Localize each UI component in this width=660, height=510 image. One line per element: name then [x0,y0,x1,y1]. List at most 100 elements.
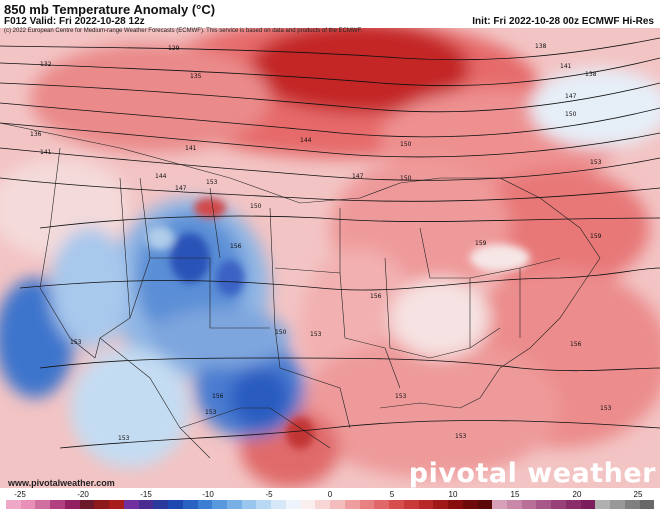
contour-label: 138 [585,71,597,78]
valid-time: F012 Valid: Fri 2022-10-28 12z [4,16,145,27]
colorbar-tick: 5 [389,490,395,499]
colorbar-swatch [182,500,198,509]
contour-label: 153 [70,339,82,346]
colorbar-tick: -25 [14,490,26,499]
contour-label: 136 [30,131,42,138]
contour-label: 156 [230,243,242,250]
contour-label: 150 [565,111,577,118]
init-time: Init: Fri 2022-10-28 00z ECMWF Hi-Res [472,16,654,27]
contour-label: 159 [475,240,487,247]
colorbar-swatch [109,500,124,509]
contour-label: 153 [395,393,407,400]
anomaly-map[interactable]: 129 132 135 136 138 141 144 147 150 153 … [0,28,660,488]
header-bar: 850 mb Temperature Anomaly (°C) F012 Val… [0,0,660,30]
colorbar-swatch [153,500,169,509]
colorbar-swatch [20,500,36,509]
contour-label: 153 [118,435,130,442]
contour-label: 159 [590,233,602,240]
colorbar-swatch [138,500,154,509]
colorbar-tick: 10 [448,490,458,499]
colorbar-swatch [610,500,625,509]
colorbar-tick: 20 [572,490,582,499]
colorbar-swatch [168,500,183,509]
colorbar-swatch [64,500,80,509]
colorbar-swatch [330,500,345,509]
colorbar-swatch [123,500,139,509]
colorbar-swatch [35,500,51,509]
contour-labels: 129 132 135 136 138 141 144 147 150 153 … [30,43,612,442]
contour-label: 147 [565,93,577,100]
contour-label: 138 [535,43,547,50]
colorbar-swatch [227,500,242,509]
colorbar-swatch [285,500,301,509]
colorbar-swatch [639,500,655,509]
colorbar-strip [6,500,655,509]
colorbar-tick: 15 [510,490,520,499]
colorbar-swatch [300,500,316,509]
colorbar-swatch [551,500,566,509]
contour-label: 150 [250,203,262,210]
colorbar-tick: 0 [327,490,333,499]
height-contours [0,37,660,449]
colorbar-swatch [418,500,434,509]
anomaly-fill [0,28,660,488]
contour-label: 144 [155,173,167,180]
colorbar-swatch [50,500,65,509]
colorbar-tick: -15 [140,490,152,499]
colorbar: -25 -20 -15 -10 -5 0 5 10 15 20 25 [0,490,660,510]
colorbar-swatch [624,500,640,509]
contour-label: 153 [600,405,612,412]
colorbar-swatch [521,500,537,509]
colorbar-tick: -5 [265,490,273,499]
contour-label: 153 [310,331,322,338]
map-title: 850 mb Temperature Anomaly (°C) [4,2,216,17]
colorbar-tick: -20 [77,490,89,499]
contour-label: 153 [206,179,218,186]
contour-label: 141 [185,145,197,152]
colorbar-swatch [359,500,375,509]
contour-label: 156 [370,293,382,300]
contour-label: 141 [560,63,572,70]
contour-label: 150 [275,329,287,336]
contour-label: 132 [40,61,52,68]
colorbar-swatch [271,500,286,509]
colorbar-swatch [374,500,390,509]
colorbar-swatch [197,500,213,509]
contour-label: 147 [352,173,364,180]
colorbar-tick: -10 [202,490,214,499]
colorbar-swatch [241,500,257,509]
colorbar-swatch [344,500,360,509]
contour-label: 153 [205,409,217,416]
copyright-notice: (c) 2022 European Centre for Medium-rang… [4,28,363,34]
watermark: pivotal weather [408,458,656,489]
colorbar-tick: 25 [633,490,643,499]
contour-label: 150 [400,141,412,148]
colorbar-swatch [212,500,228,509]
contour-label: 129 [168,45,180,52]
colorbar-swatch [536,500,552,509]
colorbar-swatch [94,500,110,509]
anomaly-detail [146,198,530,449]
colorbar-swatch [462,500,478,509]
colorbar-swatch [580,500,596,509]
colorbar-swatch [448,500,463,509]
colorbar-swatch [256,500,272,509]
contour-label: 144 [300,137,312,144]
contour-label: 135 [190,73,202,80]
footer-url[interactable]: www.pivotalweather.com [8,478,115,488]
colorbar-swatch [565,500,581,509]
colorbar-swatch [389,500,404,509]
colorbar-swatch [477,500,493,509]
colorbar-swatch [315,500,331,509]
contour-label: 153 [455,433,467,440]
colorbar-swatch [433,500,449,509]
colorbar-swatch [403,500,419,509]
contour-label: 156 [570,341,582,348]
colorbar-swatch [79,500,95,509]
colorbar-swatch [492,500,507,509]
colorbar-swatch [506,500,522,509]
contour-label: 147 [175,185,187,192]
contour-label: 150 [400,175,412,182]
map-svg: 129 132 135 136 138 141 144 147 150 153 … [0,28,660,488]
colorbar-swatch [6,500,21,509]
